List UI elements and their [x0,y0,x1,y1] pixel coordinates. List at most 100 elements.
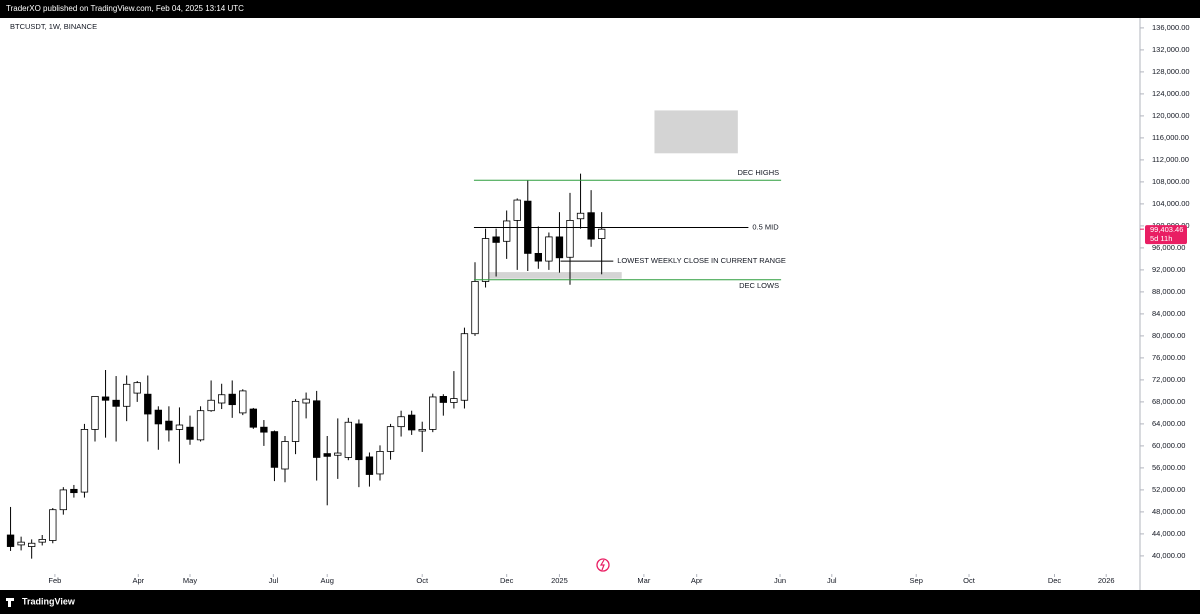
candle-body [239,390,247,414]
x-tick-label: Apr [691,576,703,585]
candle-body [112,399,120,407]
y-tick-label: 72,000.00 [1152,375,1185,384]
x-tick-label: Dec [1048,576,1062,585]
publisher: TraderXO published on TradingView.com, F… [6,4,244,13]
x-tick-label: Apr [132,576,144,585]
x-tick-label: Mar [637,576,650,585]
y-tick-label: 80,000.00 [1152,331,1185,340]
candle-body [566,219,574,258]
candle-body [418,428,426,432]
x-tick-label: 2026 [1098,576,1115,585]
symbol: BTCUSDT, 1W, BINANCE [10,22,97,31]
candle-body [249,408,258,428]
candle-body [154,409,163,425]
y-tick-label: 112,000.00 [1152,155,1189,164]
candle-body [355,423,363,461]
candle-body [228,393,236,406]
candle-body [175,424,184,430]
y-tick-label: 132,000.00 [1152,45,1190,54]
candle-body [344,421,353,458]
y-tick-label: 44,000.00 [1152,529,1185,538]
y-tick-label: 76,000.00 [1152,353,1185,362]
y-tick-label: 96,000.00 [1152,243,1185,252]
x-tick-label: Dec [500,576,514,585]
candle-body [144,393,152,415]
candle-body [27,542,36,547]
candle-body [260,426,268,433]
candle-body [513,199,521,221]
x-tick-label: Oct [963,576,976,585]
candle-body [439,395,448,403]
candle-body [91,395,99,430]
candle-body [196,410,205,441]
candle-body [323,453,331,457]
level-label: DEC LOWS [739,281,779,290]
candle-body [376,450,384,475]
x-tick-label: May [183,576,197,585]
candle-body [17,541,25,546]
y-tick-label: 88,000.00 [1152,287,1185,296]
y-tick-label: 116,000.00 [1152,133,1189,142]
y-tick-label: 68,000.00 [1152,397,1185,406]
candle-body [270,431,279,468]
candle-body [407,414,416,431]
candle-body [429,396,437,430]
candle-body [534,252,543,262]
brand: TradingView [22,596,76,606]
x-tick-label: Feb [48,576,61,585]
candle-body [597,228,606,239]
x-tick-label: Aug [321,576,334,585]
y-tick-label: 60,000.00 [1152,441,1185,450]
candle-body [101,396,110,401]
y-tick-label: 120,000.00 [1152,111,1190,120]
zone [654,110,738,154]
last-price-tag [1145,225,1187,245]
y-tick-label: 128,000.00 [1152,67,1190,76]
y-tick-label: 52,000.00 [1152,485,1185,494]
candle-body [576,212,585,220]
candle-body [460,333,469,401]
x-tick-label: Sep [910,576,923,585]
zone [488,272,622,279]
y-tick-label: 136,000.00 [1152,23,1190,32]
level-label: 0.5 MID [752,223,779,232]
candle-body [291,400,300,442]
candle-body [133,382,141,394]
candle-body [165,420,173,431]
candle-body [122,383,131,407]
x-tick-label: Jun [774,576,786,585]
candle-body [545,236,553,262]
candle-body [397,416,405,428]
level-label: DEC HIGHS [737,168,779,177]
countdown-label: 5d 11h [1150,234,1172,243]
level-label: LOWEST WEEKLY CLOSE IN CURRENT RANGE [617,256,786,265]
series-layer: 40,000.00 44,000.00 48,000.00 52,000.00 56,0… [6,23,1190,585]
event-icon-bolt [599,559,605,571]
x-tick-label: Jul [269,576,279,585]
y-tick-label: 92,000.00 [1152,265,1185,274]
candle-body [492,236,500,243]
y-tick-label: 104,000.00 [1152,199,1190,208]
y-tick-label: 64,000.00 [1152,419,1185,428]
x-tick-label: Jul [827,576,837,585]
candle-body [207,399,215,412]
x-tick-label: 2025 [551,576,568,585]
candle-body [49,509,57,541]
candle-body [80,428,89,493]
candle-body [6,534,15,547]
plot-bg [0,18,1200,590]
last-price-label: 99,403.46 [1150,225,1183,234]
candle-body [281,441,289,470]
candle-body [365,456,374,475]
candle-body [555,236,564,259]
candle-body [302,398,310,404]
candle-body [502,220,511,242]
candle-body [186,426,194,440]
y-tick-label: 108,000.00 [1152,177,1190,186]
logo [6,598,14,607]
candle-body [386,426,395,452]
event-icon[interactable] [596,558,610,572]
candle-body [59,489,68,511]
